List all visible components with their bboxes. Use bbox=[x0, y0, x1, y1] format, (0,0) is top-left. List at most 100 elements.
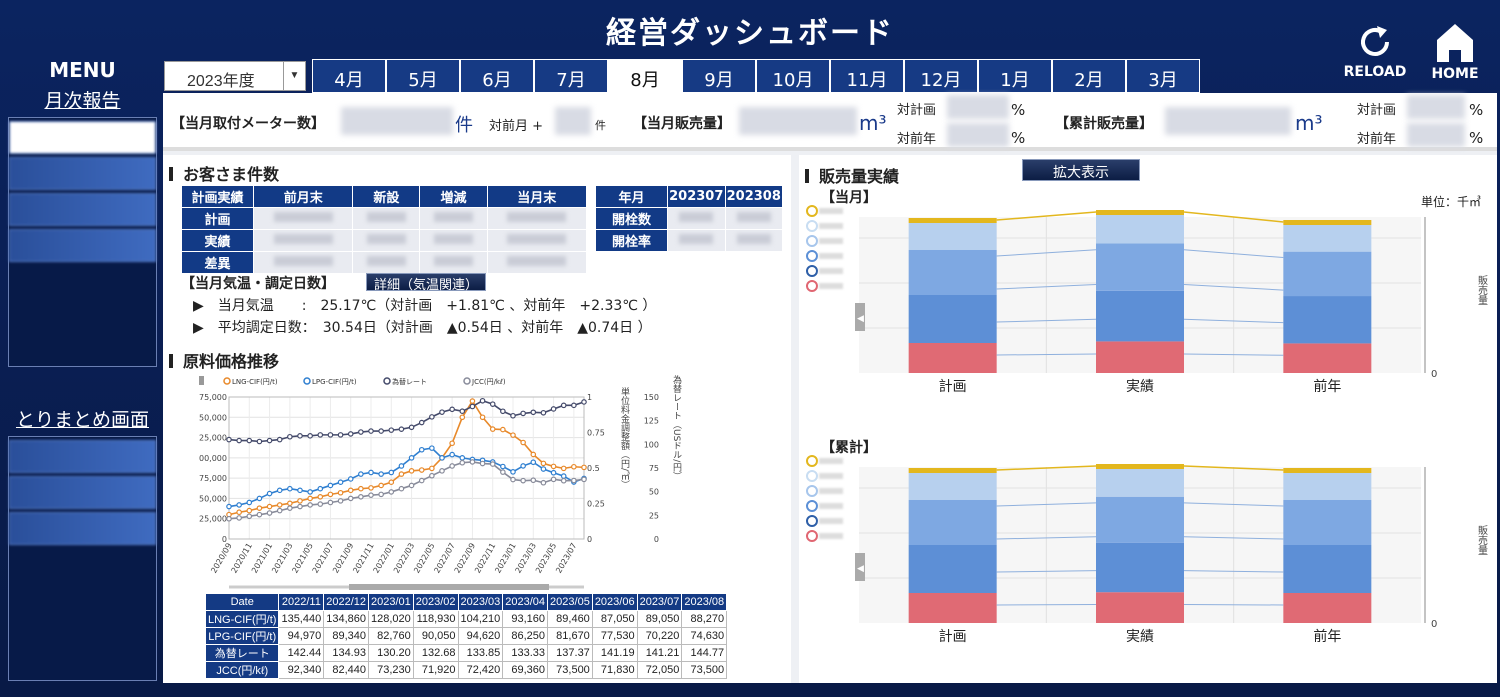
chevron-left-icon[interactable]: ◀ bbox=[857, 314, 864, 324]
data-point bbox=[530, 409, 537, 416]
legend-scroll-handle[interactable] bbox=[199, 376, 204, 385]
price-cell: 134,860 bbox=[323, 610, 369, 628]
data-point bbox=[337, 489, 344, 496]
y-axis-title: 販売量 bbox=[1476, 525, 1488, 555]
menu-item-monthly-3[interactable] bbox=[9, 193, 156, 226]
y-tick-right2: 150 bbox=[644, 393, 659, 402]
customers-col-header: 前月末 bbox=[252, 185, 354, 208]
data-point bbox=[571, 477, 577, 484]
tab-month-3[interactable]: 6月 bbox=[460, 59, 534, 93]
menu-item-monthly-1[interactable] bbox=[9, 121, 156, 154]
customers-col-header: 当月末 bbox=[486, 185, 588, 208]
menu-section-summary[interactable]: とりまとめ画面 bbox=[15, 409, 149, 431]
data-point bbox=[439, 455, 445, 461]
cum-vs-year-value bbox=[1407, 123, 1465, 147]
main-area: 【当月取付メーター数】 件 対前月 + 件 【当月販売量】 m³ 対計画 対前年… bbox=[163, 93, 1497, 683]
data-point bbox=[560, 402, 567, 409]
data-point bbox=[520, 439, 526, 446]
data-point bbox=[489, 426, 496, 432]
data-point bbox=[378, 482, 384, 489]
menu-title: MENU bbox=[49, 58, 116, 82]
tab-month-5[interactable]: 8月 bbox=[608, 59, 682, 93]
bar-top-segment bbox=[1283, 220, 1372, 225]
data-point bbox=[276, 502, 283, 508]
redacted-legend bbox=[819, 268, 843, 274]
tab-month-9[interactable]: 12月 bbox=[904, 59, 978, 93]
menu-item-summary-3[interactable] bbox=[9, 512, 156, 545]
temperature-detail-button[interactable]: 詳細（気温関連） bbox=[366, 273, 486, 293]
legend-toggle[interactable] bbox=[855, 303, 865, 331]
data-point bbox=[337, 498, 344, 504]
chart-scroll-thumb[interactable] bbox=[349, 584, 549, 590]
legend-marker bbox=[806, 485, 818, 497]
tab-month-7[interactable]: 10月 bbox=[756, 59, 830, 93]
customers-col-header: 計画実績 bbox=[181, 185, 254, 208]
series-line bbox=[228, 399, 585, 443]
chevron-down-icon[interactable]: ▼ bbox=[283, 62, 305, 90]
chevron-left-icon[interactable]: ◀ bbox=[857, 564, 864, 574]
year-select-value: 2023年度 bbox=[187, 73, 255, 90]
data-point bbox=[439, 409, 445, 415]
tab-month-2[interactable]: 5月 bbox=[386, 59, 460, 93]
x-category-label: 実績 bbox=[1126, 379, 1154, 395]
connector-line bbox=[996, 211, 1097, 221]
legend-marker bbox=[806, 515, 818, 527]
tab-month-10[interactable]: 1月 bbox=[978, 59, 1052, 93]
data-point bbox=[459, 455, 466, 461]
bar-segment bbox=[1096, 592, 1184, 623]
bar-segment bbox=[1096, 469, 1184, 497]
data-point bbox=[246, 513, 253, 520]
price-col-header: Date bbox=[204, 593, 280, 611]
data-point bbox=[540, 479, 547, 486]
price-cell: 92,340 bbox=[278, 661, 325, 679]
menu-section-monthly[interactable]: 月次報告 bbox=[44, 90, 121, 112]
data-point bbox=[307, 489, 313, 495]
data-point bbox=[469, 398, 476, 404]
redacted-cell bbox=[252, 207, 354, 230]
data-point bbox=[317, 485, 324, 492]
menu-item-monthly-4[interactable] bbox=[9, 229, 156, 262]
cum-vs-plan-value bbox=[1407, 95, 1465, 119]
menu-item-monthly-2[interactable] bbox=[9, 157, 156, 190]
reload-button[interactable]: RELOAD bbox=[1340, 22, 1410, 80]
data-point bbox=[489, 461, 496, 467]
data-point bbox=[540, 409, 547, 416]
price-row-header: LNG-CIF(円/t) bbox=[204, 610, 280, 628]
tab-month-4[interactable]: 7月 bbox=[534, 59, 608, 93]
expand-button[interactable]: 拡大表示 bbox=[1022, 159, 1140, 181]
redacted-legend bbox=[819, 488, 843, 494]
price-cell: 144.77 bbox=[681, 644, 728, 662]
bar-top-segment bbox=[908, 468, 997, 473]
data-point bbox=[500, 469, 506, 475]
data-point bbox=[266, 510, 273, 516]
tab-month-6[interactable]: 9月 bbox=[682, 59, 756, 93]
tab-month-1[interactable]: 4月 bbox=[312, 59, 386, 93]
redacted-cell bbox=[352, 251, 421, 274]
price-cell: 90,050 bbox=[412, 627, 459, 645]
legend-toggle[interactable] bbox=[855, 553, 865, 581]
data-point bbox=[317, 501, 324, 507]
data-point bbox=[510, 432, 516, 438]
menu-item-summary-1[interactable] bbox=[9, 440, 156, 473]
menu-item-summary-2[interactable] bbox=[9, 476, 156, 509]
data-point bbox=[398, 463, 405, 469]
sales-vs-year-pct: % bbox=[1011, 129, 1026, 147]
home-button[interactable]: HOME bbox=[1420, 22, 1490, 82]
month-sales-label: 【当月】 bbox=[821, 190, 877, 206]
tab-month-8[interactable]: 11月 bbox=[830, 59, 904, 93]
price-col-header: 2023/04 bbox=[502, 593, 549, 611]
price-table: Date 2022/11 2022/12 2023/01 2023/02 2023/03 2… bbox=[204, 593, 728, 679]
tab-month-11[interactable]: 2月 bbox=[1052, 59, 1126, 93]
redacted-legend bbox=[819, 533, 843, 539]
data-point bbox=[581, 464, 587, 471]
opening-row-header: 開栓率 bbox=[595, 229, 668, 252]
customers-row-header: 実績 bbox=[181, 229, 254, 252]
price-cell: 89,340 bbox=[323, 627, 369, 645]
redacted-legend bbox=[819, 253, 843, 259]
year-select[interactable]: 2023年度 ▼ bbox=[164, 61, 306, 91]
legend-marker bbox=[806, 265, 818, 277]
connector-line bbox=[996, 318, 1097, 323]
tab-month-12[interactable]: 3月 bbox=[1126, 59, 1200, 93]
sales-value bbox=[739, 107, 857, 135]
price-col-header: 2023/07 bbox=[636, 593, 683, 611]
